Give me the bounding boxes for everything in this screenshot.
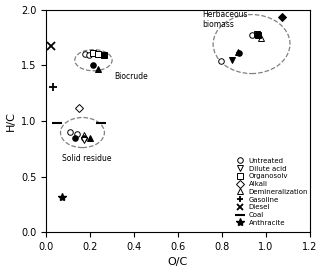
- X-axis label: O/C: O/C: [168, 257, 188, 268]
- Text: Herbaceous
biomass: Herbaceous biomass: [202, 10, 248, 29]
- Text: Solid residue: Solid residue: [62, 154, 111, 163]
- Text: Biocrude: Biocrude: [114, 72, 148, 81]
- Legend: Untreated, Dilute acid, Organosolv, Alkali, Demineralization, Gasoline, Diesel, : Untreated, Dilute acid, Organosolv, Alka…: [232, 157, 309, 227]
- Y-axis label: H/C: H/C: [5, 111, 16, 131]
